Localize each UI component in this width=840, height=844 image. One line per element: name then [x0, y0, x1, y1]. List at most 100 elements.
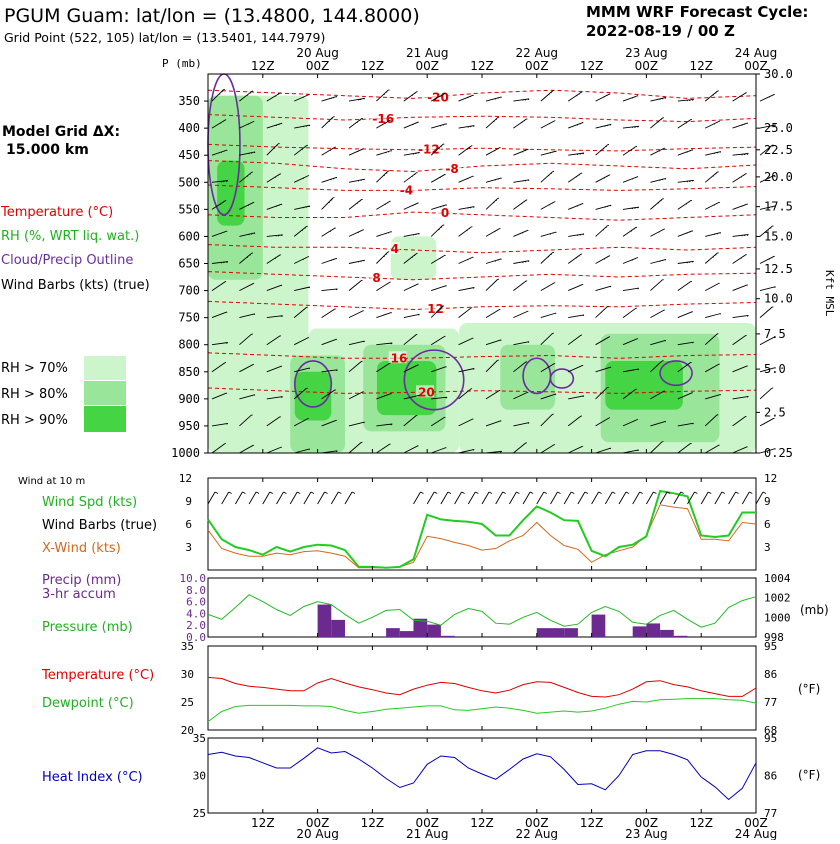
wind-barb	[376, 170, 390, 183]
wind-barb	[622, 145, 638, 156]
date-label-bottom: 21 Aug	[406, 827, 449, 840]
wind-barb	[458, 125, 475, 129]
wind-barb	[650, 279, 664, 291]
wind-barb	[568, 121, 584, 129]
precip-bar	[673, 635, 688, 637]
wind-barb	[622, 418, 639, 427]
wind-barb	[266, 203, 283, 210]
surface-wind-barb	[276, 491, 287, 505]
height-tick-label: 10.0	[764, 292, 793, 306]
wind-barb	[430, 335, 446, 346]
temperature-contour	[207, 143, 757, 152]
wind-barb	[294, 175, 310, 183]
wind-barb	[622, 226, 638, 237]
temperature-contour	[207, 387, 757, 394]
wind-barb	[650, 309, 666, 318]
wind-barb	[485, 308, 501, 318]
contour-label-bg	[425, 90, 451, 103]
pressure-tick: 1004	[764, 572, 791, 585]
precip-tick: 2.0	[186, 619, 206, 632]
pressure-tick: 1000	[764, 611, 791, 624]
wind-barb	[376, 392, 392, 400]
wind-barb	[211, 230, 228, 237]
surface-wind-barb	[289, 491, 301, 505]
surface-wind-barb	[577, 491, 589, 505]
wind-barb	[568, 364, 584, 373]
forecast-cycle: 2022-08-19 / 00 Z	[586, 22, 735, 40]
wind-barb	[568, 445, 584, 454]
wind-barb	[567, 334, 582, 346]
wind-barb	[732, 92, 747, 102]
wind-barb	[239, 313, 256, 319]
wind-barb	[568, 152, 585, 156]
wind-barb	[759, 124, 777, 129]
wind-barb	[677, 149, 694, 156]
pressure-tick-label: 500	[178, 175, 200, 189]
label-heat-index: Heat Index (°C)	[42, 770, 143, 785]
wind-barb	[595, 447, 612, 454]
wind-barb	[567, 253, 582, 264]
heat-tick-left: 25	[193, 807, 206, 820]
rh-region-90	[376, 360, 437, 416]
surface-wind-barb	[413, 491, 424, 505]
hour-label-top: 12Z	[470, 59, 494, 73]
wind-barb	[540, 231, 557, 237]
wind-barb	[513, 179, 530, 183]
wind-barb	[348, 360, 363, 373]
precip-tick: 4.0	[186, 607, 206, 620]
wind-barb	[705, 393, 721, 400]
precip-bar	[632, 626, 647, 637]
wind-tick-left: 6	[185, 518, 192, 531]
legend-barbs: Wind Barbs (kts) (true)	[1, 278, 150, 293]
temperature-contour	[207, 211, 757, 221]
wind-barb	[650, 420, 667, 427]
precip-pressure-plot: 0.02.04.06.08.010.0 998 1000 1002 1004	[180, 572, 791, 644]
hour-label-top: 12Z	[251, 59, 275, 73]
wind-barb	[348, 391, 364, 400]
precip-bar	[550, 628, 565, 637]
wind-barb	[704, 363, 720, 373]
heat-tick-left: 30	[193, 770, 206, 783]
wind-barb	[321, 176, 338, 183]
surface-wind-barb	[221, 491, 232, 505]
temperature-contour-label: 16	[391, 351, 408, 365]
surface-wind-barb	[344, 491, 356, 505]
wind-barb	[732, 416, 747, 427]
wind-barb	[266, 365, 283, 373]
rh-region-90	[294, 371, 332, 421]
contour-label-bg	[370, 271, 382, 284]
wind-barb	[321, 338, 338, 346]
wind-barb	[348, 279, 363, 291]
wind-barb	[568, 283, 584, 292]
wind-barb	[458, 418, 474, 427]
wind-barb	[705, 232, 722, 237]
cloud-outline	[293, 360, 333, 408]
wind-barb	[376, 119, 392, 129]
wind-barb	[677, 179, 694, 183]
rh-region-70	[390, 236, 437, 280]
wind-barb	[595, 174, 611, 183]
wind-plot: 3 3 6 6 9 9 12 12	[179, 472, 777, 571]
wind-barb	[266, 122, 283, 129]
height-axis-label: Kft MSL	[823, 270, 836, 317]
height-tick-label: 5.0	[764, 362, 786, 376]
date-label-top: 22 Aug	[516, 46, 559, 60]
surface-wind-barb	[741, 491, 753, 505]
wind-barb	[622, 368, 640, 373]
wind-barb	[376, 231, 392, 237]
wind-barb	[595, 305, 609, 318]
wind-barb	[759, 225, 774, 237]
wind-barb	[294, 94, 310, 102]
wind-barb	[403, 202, 419, 210]
height-tick-label: 30.0	[764, 67, 793, 81]
pressure-tick-label: 400	[178, 121, 200, 135]
wind-barb	[485, 359, 499, 373]
precip-bar	[591, 614, 606, 637]
pressure-tick-label: 900	[178, 392, 200, 406]
legend-rh: RH (%, WRT liq. wat.)	[1, 229, 139, 244]
pressure-line	[207, 594, 757, 628]
wind-barb	[705, 313, 722, 319]
wind-barb	[677, 361, 692, 373]
contour-label-bg	[443, 161, 462, 174]
